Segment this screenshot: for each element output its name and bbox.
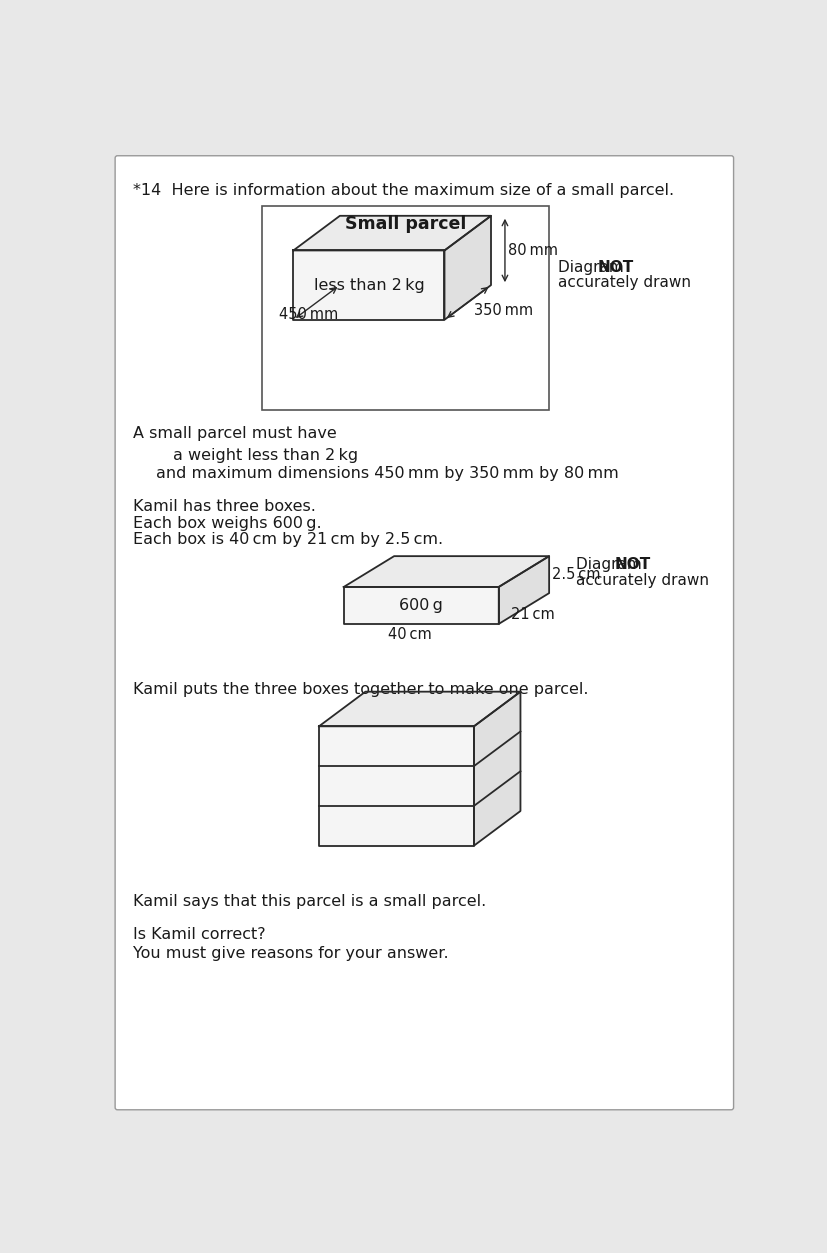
Text: NOT: NOT	[596, 259, 633, 274]
Text: 600 g: 600 g	[399, 598, 442, 613]
Text: Each box is 40 cm by 21 cm by 2.5 cm.: Each box is 40 cm by 21 cm by 2.5 cm.	[133, 533, 442, 548]
Text: 21 cm: 21 cm	[511, 608, 554, 623]
Text: 40 cm: 40 cm	[387, 628, 431, 643]
Text: You must give reasons for your answer.: You must give reasons for your answer.	[133, 946, 448, 961]
Polygon shape	[473, 692, 520, 846]
Polygon shape	[498, 556, 548, 624]
Text: a weight less than 2 kg: a weight less than 2 kg	[173, 447, 358, 462]
Text: *14  Here is information about the maximum size of a small parcel.: *14 Here is information about the maximu…	[133, 183, 673, 198]
Text: Kamil puts the three boxes together to make one parcel.: Kamil puts the three boxes together to m…	[133, 682, 588, 697]
Text: and maximum dimensions 450 mm by 350 mm by 80 mm: and maximum dimensions 450 mm by 350 mm …	[156, 466, 619, 481]
Text: 80 mm: 80 mm	[508, 243, 557, 258]
Text: accurately drawn: accurately drawn	[557, 276, 691, 291]
Text: Kamil says that this parcel is a small parcel.: Kamil says that this parcel is a small p…	[133, 893, 485, 908]
Polygon shape	[343, 586, 498, 624]
Text: Small parcel: Small parcel	[345, 216, 466, 233]
Text: Each box weighs 600 g.: Each box weighs 600 g.	[133, 515, 321, 530]
Text: less than 2 kg: less than 2 kg	[313, 278, 423, 293]
Text: Diagram: Diagram	[576, 558, 646, 573]
Text: Is Kamil correct?: Is Kamil correct?	[133, 927, 265, 942]
Text: 2.5 cm: 2.5 cm	[552, 568, 600, 583]
Polygon shape	[343, 556, 548, 586]
Polygon shape	[444, 216, 490, 320]
Text: Diagram: Diagram	[557, 259, 629, 274]
Text: A small parcel must have: A small parcel must have	[133, 426, 337, 441]
Bar	[262, 205, 548, 410]
Text: accurately drawn: accurately drawn	[576, 573, 709, 588]
Polygon shape	[293, 251, 444, 320]
Polygon shape	[318, 692, 520, 727]
Text: Kamil has three boxes.: Kamil has three boxes.	[133, 499, 315, 514]
Text: NOT: NOT	[614, 558, 651, 573]
Polygon shape	[318, 727, 473, 846]
Text: 350 mm: 350 mm	[473, 303, 533, 318]
Polygon shape	[293, 216, 490, 251]
Text: 450 mm: 450 mm	[279, 307, 338, 322]
FancyBboxPatch shape	[115, 155, 733, 1110]
